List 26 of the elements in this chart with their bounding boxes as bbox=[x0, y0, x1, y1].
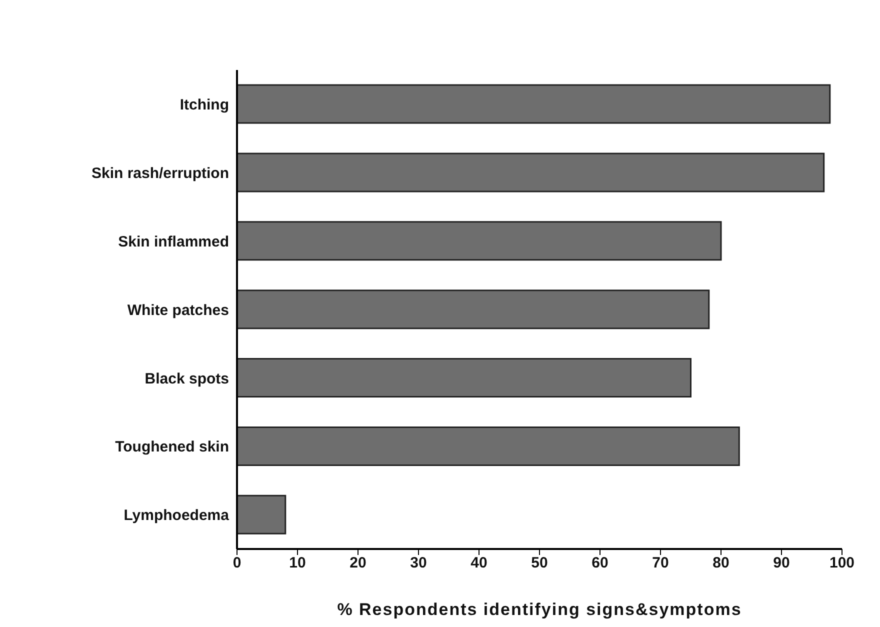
y-tick-label: Itching bbox=[180, 96, 229, 114]
bar bbox=[237, 221, 722, 261]
bar bbox=[237, 152, 825, 192]
bar bbox=[237, 426, 740, 466]
x-axis-title: % Respondents identifying signs&symptoms bbox=[337, 600, 742, 619]
x-tick-label: 60 bbox=[592, 554, 608, 572]
x-tick-label: 50 bbox=[531, 554, 548, 572]
x-tick-label: 0 bbox=[232, 554, 242, 572]
y-tick-label: Lymphoedema bbox=[124, 507, 230, 524]
x-tick-label: 30 bbox=[410, 554, 427, 572]
x-tick-label: 100 bbox=[829, 554, 855, 572]
y-tick-label: Skin rash/erruption bbox=[91, 164, 229, 182]
y-tick-label: Toughened skin bbox=[115, 438, 229, 456]
x-tick-label: 90 bbox=[773, 554, 790, 572]
bar bbox=[237, 84, 831, 124]
y-tick-label: Skin inflammed bbox=[118, 233, 229, 250]
bar bbox=[237, 494, 286, 534]
x-tick-label: 40 bbox=[470, 554, 488, 572]
bar bbox=[237, 358, 692, 398]
x-tick-label: 10 bbox=[289, 554, 306, 572]
bar bbox=[237, 290, 710, 330]
x-tick-label: 20 bbox=[350, 554, 366, 572]
x-tick-label: 70 bbox=[652, 554, 669, 572]
y-tick-label: White patches bbox=[127, 302, 229, 319]
x-tick-label: 80 bbox=[712, 554, 730, 572]
y-tick-label: Black spots bbox=[144, 370, 229, 388]
